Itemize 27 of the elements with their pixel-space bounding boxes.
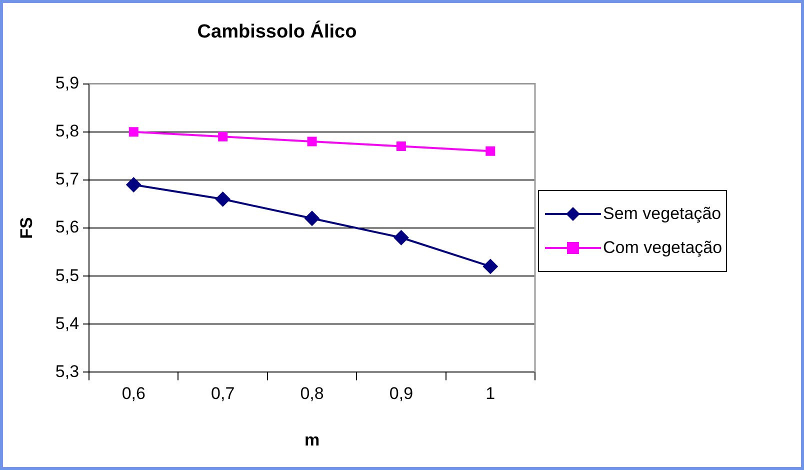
x-tick-label: 0,7 (211, 384, 235, 404)
point (396, 142, 406, 152)
legend-label: Com vegetação (603, 238, 722, 258)
x-axis-title: m (304, 430, 320, 450)
y-tick-label: 5,8 (55, 122, 80, 141)
y-tick-label: 5,3 (55, 362, 80, 381)
point (486, 146, 496, 156)
x-tick-label: 0,8 (300, 384, 324, 404)
legend-label: Sem vegetação (603, 204, 722, 224)
y-tick-label: 5,4 (55, 314, 80, 333)
y-tick-label: 5,5 (55, 266, 80, 285)
point (128, 127, 138, 137)
point (304, 210, 320, 226)
y-tick-label: 5,9 (55, 73, 80, 92)
point (215, 192, 230, 207)
chart-title: Cambissolo Álico (197, 20, 357, 43)
point (482, 258, 498, 274)
x-tick-label: 0,9 (389, 384, 414, 404)
point (218, 132, 228, 142)
point (394, 230, 409, 246)
y-tick-label: 5,6 (55, 218, 80, 237)
point (126, 177, 142, 192)
y-axis-title: FS (16, 217, 36, 239)
x-tick-label: 0,6 (122, 384, 146, 404)
x-tick-label: 1 (486, 384, 496, 404)
y-tick-label: 5,7 (55, 170, 80, 189)
point (307, 136, 317, 146)
